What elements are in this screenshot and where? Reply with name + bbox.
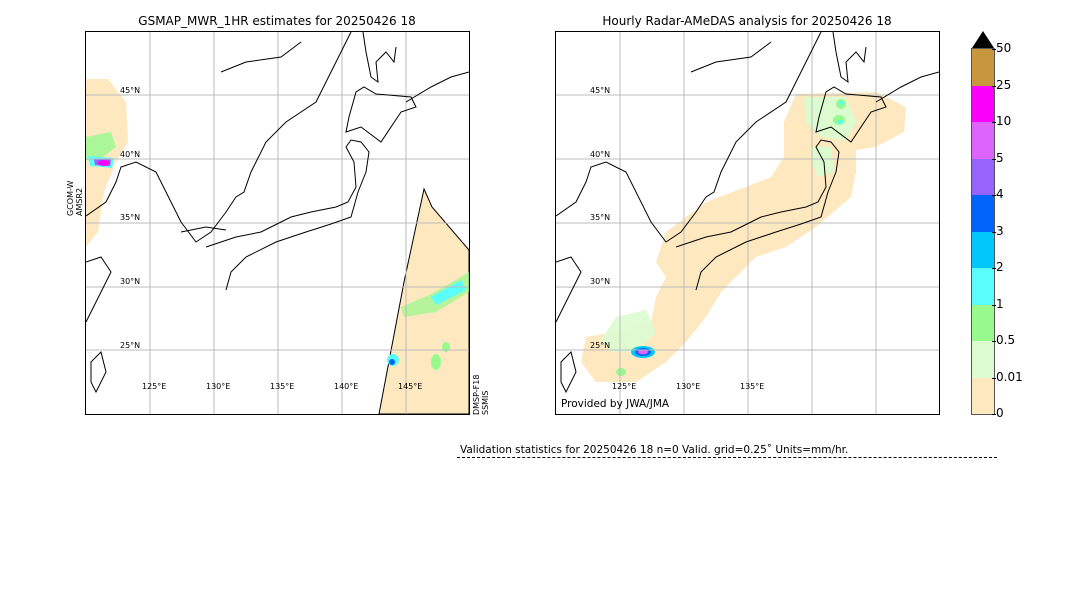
colorbar-extend-arrow	[972, 31, 994, 48]
lat-label-40: 40°N	[120, 150, 141, 159]
right-map: 45°N 40°N 35°N 30°N 25°N 125°E 130°E 135…	[555, 31, 940, 415]
lon-label-135: 135°E	[740, 382, 765, 391]
lon-label-125: 125°E	[142, 382, 167, 391]
colorbar-tick: 2	[992, 260, 1004, 274]
colorbar-seg-0-0.01	[972, 377, 994, 414]
lat-label-40: 40°N	[590, 150, 611, 159]
right-map-title: Hourly Radar-AMeDAS analysis for 2025042…	[602, 14, 892, 28]
lon-label-130: 130°E	[206, 382, 231, 391]
lon-label-135: 135°E	[270, 382, 295, 391]
lat-label-35: 35°N	[590, 213, 611, 222]
left-map-canvas	[86, 32, 469, 414]
validation-statistics: Validation statistics for 20250426 18 n=…	[460, 444, 849, 456]
right-satellite-label: DMSP-F18 SSMIS	[472, 375, 490, 415]
colorbar-tick: 10	[991, 114, 1012, 128]
colorbar-seg-25-50	[972, 49, 994, 86]
left-satellite-label: GCOM-W AMSR2	[66, 181, 84, 216]
colorbar-seg-10-25	[972, 85, 994, 122]
sat-name: DMSP-F18	[472, 374, 481, 415]
lon-label-125: 125°E	[612, 382, 637, 391]
sensor-name: SSMIS	[481, 390, 490, 416]
left-map-title: GSMAP_MWR_1HR estimates for 20250426 18	[138, 14, 416, 28]
colorbar-tick: 0.01	[992, 370, 1023, 384]
dashed-divider	[457, 457, 997, 458]
colorbar-seg-5-10	[972, 122, 994, 159]
colorbar	[971, 48, 995, 415]
lat-label-25: 25°N	[120, 341, 141, 350]
colorbar-tick: 3	[992, 224, 1004, 238]
colorbar-seg-0.01-0.5	[972, 341, 994, 378]
colorbar-tick: 1	[992, 297, 1004, 311]
colorbar-tick: 0.5	[991, 333, 1016, 347]
colorbar-tick: 4	[992, 187, 1004, 201]
lat-label-25: 25°N	[590, 341, 611, 350]
right-map-canvas	[556, 32, 939, 414]
colorbar-tick: 50	[991, 41, 1012, 55]
colorbar-tick: 0	[992, 406, 1004, 420]
sensor-name: AMSR2	[75, 187, 84, 216]
provider-credit: Provided by JWA/JMA	[561, 398, 670, 410]
sat-name: GCOM-W	[66, 180, 75, 216]
lat-label-45: 45°N	[120, 86, 141, 95]
lat-label-30: 30°N	[590, 277, 611, 286]
left-map: 45°N 40°N 35°N 30°N 25°N 125°E 130°E 135…	[85, 31, 470, 415]
colorbar-tick: 25	[991, 78, 1012, 92]
lat-label-30: 30°N	[120, 277, 141, 286]
colorbar-seg-0.5-1	[972, 304, 994, 341]
colorbar-seg-4-5	[972, 158, 994, 195]
colorbar-seg-3-4	[972, 195, 994, 232]
colorbar-seg-1-2	[972, 268, 994, 305]
colorbar-tick: 5	[992, 151, 1004, 165]
lat-label-35: 35°N	[120, 213, 141, 222]
lat-label-45: 45°N	[590, 86, 611, 95]
lon-label-130: 130°E	[676, 382, 701, 391]
lon-label-140: 140°E	[334, 382, 359, 391]
colorbar-seg-2-3	[972, 231, 994, 268]
lon-label-145: 145°E	[398, 382, 423, 391]
